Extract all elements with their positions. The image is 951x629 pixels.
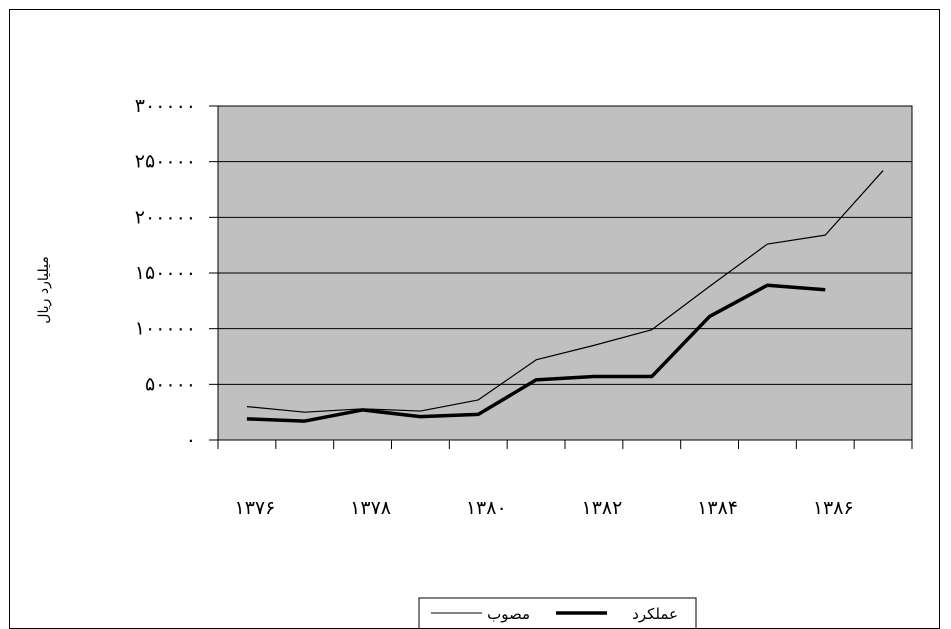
y-tick-label: ۳۰۰۰۰۰ bbox=[135, 95, 196, 117]
x-axis: ۱۳۷۶ ۱۳۷۸ ۱۳۸۰ ۱۳۸۲ ۱۳۸۴ ۱۳۸۶ bbox=[217, 440, 913, 519]
x-tick-label: ۱۳۸۶ bbox=[813, 497, 854, 519]
x-tick-label: ۱۳۸۰ bbox=[466, 497, 507, 519]
chart-frame: ۰ ۵۰۰۰۰ ۱۰۰۰۰۰ ۱۵۰۰۰۰ ۲۰۰۰۰۰ ۲۵۰۰۰۰ ۳۰۰۰۰۰ ۱۳۷… bbox=[9, 9, 940, 629]
y-tick-label: ۲۰۰۰۰۰ bbox=[135, 206, 196, 228]
legend-label-actual: عملکرد bbox=[632, 605, 678, 623]
x-tick-label: ۱۳۸۴ bbox=[697, 497, 738, 519]
series-line-approved bbox=[246, 170, 884, 413]
x-tick-label: ۱۳۷۸ bbox=[350, 497, 391, 519]
series-line-actual bbox=[246, 283, 826, 423]
series-lines bbox=[246, 170, 884, 423]
x-tick-label: ۱۳۷۶ bbox=[235, 497, 276, 519]
x-tick-label: ۱۳۸۲ bbox=[582, 497, 623, 519]
y-tick-label: ۰ bbox=[186, 429, 196, 451]
y-tick-label: ۲۵۰۰۰۰ bbox=[135, 151, 196, 173]
y-axis-label: میلیارد ریال bbox=[36, 256, 52, 323]
line-chart: ۰ ۵۰۰۰۰ ۱۰۰۰۰۰ ۱۵۰۰۰۰ ۲۰۰۰۰۰ ۲۵۰۰۰۰ ۳۰۰۰۰۰ ۱۳۷… bbox=[36, 95, 913, 628]
legend: مصوب عملکرد bbox=[418, 597, 697, 628]
y-tick-label: ۱۰۰۰۰۰ bbox=[135, 318, 196, 340]
y-axis: ۰ ۵۰۰۰۰ ۱۰۰۰۰۰ ۱۵۰۰۰۰ ۲۰۰۰۰۰ ۲۵۰۰۰۰ ۳۰۰۰۰۰ bbox=[135, 95, 218, 451]
y-tick-label: ۵۰۰۰۰ bbox=[145, 373, 196, 395]
legend-label-approved: مصوب bbox=[487, 605, 530, 623]
y-tick-label: ۱۵۰۰۰۰ bbox=[135, 262, 196, 284]
gridlines bbox=[218, 105, 912, 385]
